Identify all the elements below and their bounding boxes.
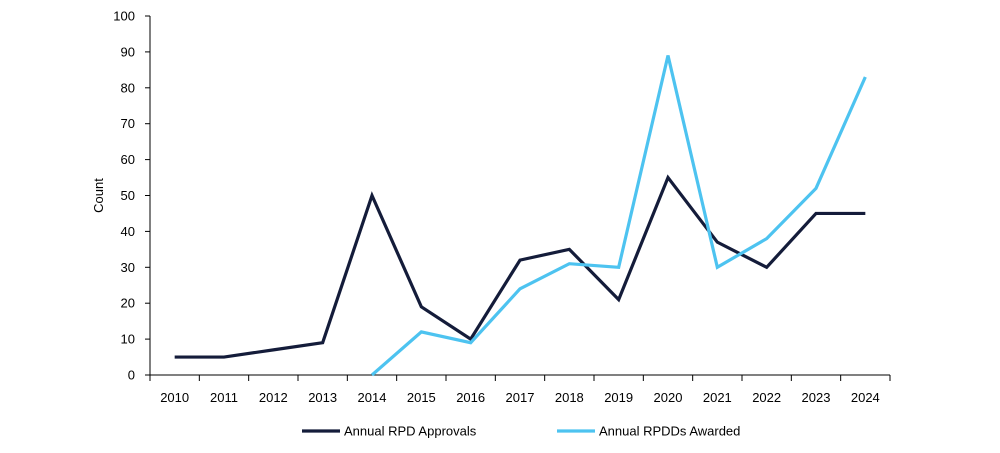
x-tick-label: 2019 xyxy=(604,390,633,405)
y-tick-label: 40 xyxy=(121,224,135,239)
x-tick-label: 2022 xyxy=(752,390,781,405)
y-tick-label: 30 xyxy=(121,260,135,275)
x-tick-label: 2011 xyxy=(210,390,238,405)
x-tick-label: 2021 xyxy=(703,390,732,405)
y-axis: 0 10 20 30 40 50 60 70 80 90 100 xyxy=(113,9,151,383)
x-tick-label: 2024 xyxy=(851,390,880,405)
x-tick-label: 2013 xyxy=(308,390,337,405)
y-tick-label: 70 xyxy=(121,116,135,131)
x-tick-label: 2010 xyxy=(160,390,189,405)
y-tick-label: 90 xyxy=(121,44,135,59)
x-tick-label: 2023 xyxy=(802,390,831,405)
y-tick-label: 60 xyxy=(121,152,135,167)
y-tick-label: 50 xyxy=(121,188,135,203)
x-tick-label: 2017 xyxy=(506,390,535,405)
x-tick-label: 2020 xyxy=(654,390,683,405)
x-tick-label: 2014 xyxy=(358,390,387,405)
y-tick-label: 20 xyxy=(121,296,135,311)
x-tick-label: 2018 xyxy=(555,390,584,405)
y-axis-title: Count xyxy=(91,178,106,213)
y-tick-label: 100 xyxy=(113,9,135,24)
x-tick-label: 2016 xyxy=(456,390,485,405)
x-tick-label: 2015 xyxy=(407,390,436,405)
x-axis: 2010 2011 2012 2013 2014 2015 2016 2017 2018 2019… xyxy=(149,374,891,405)
legend-label-1: Annual RPD Approvals xyxy=(344,424,477,439)
y-tick-label: 10 xyxy=(121,332,135,347)
y-tick-label: 80 xyxy=(121,80,135,95)
y-tick-label: 0 xyxy=(128,368,135,383)
series-line-1 xyxy=(174,174,866,359)
series-layer xyxy=(174,55,867,377)
x-tick-label: 2012 xyxy=(259,390,288,405)
legend-label-2: Annual RPDDs Awarded xyxy=(599,424,740,439)
series-line-2 xyxy=(370,55,867,377)
legend: Annual RPD Approvals Annual RPDDs Awarded xyxy=(302,424,740,439)
